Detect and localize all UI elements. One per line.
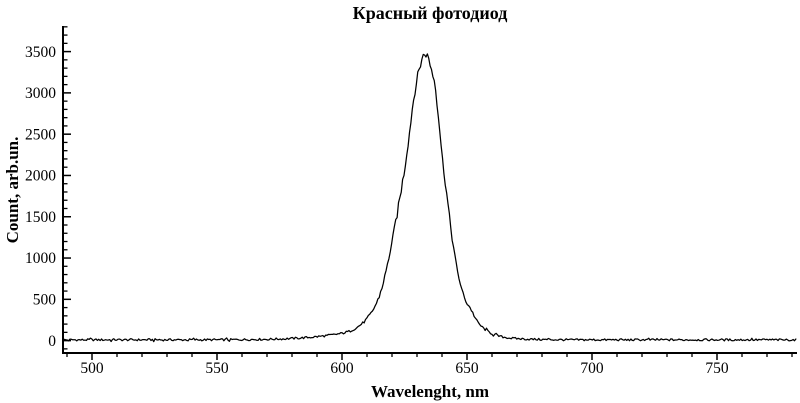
y-tick-label: 500 <box>33 292 57 309</box>
x-tick-label: 500 <box>80 360 104 377</box>
x-tick-label: 750 <box>705 360 729 377</box>
y-tick-label: 3500 <box>25 44 56 61</box>
y-tick-label: 2000 <box>25 168 56 185</box>
y-tick-label: 1500 <box>25 209 56 226</box>
y-axis-title: Count, arb.un. <box>3 136 22 244</box>
x-tick-label: 600 <box>330 360 354 377</box>
axes-frame <box>62 26 797 354</box>
x-tick-label: 650 <box>455 360 479 377</box>
y-tick-label: 0 <box>48 333 56 350</box>
x-tick-label: 550 <box>205 360 229 377</box>
y-tick-label: 2500 <box>25 126 56 143</box>
chart-title: Красный фотодиод <box>352 3 508 23</box>
y-tick-label: 3000 <box>25 85 56 102</box>
spectrum-curve <box>62 53 797 343</box>
y-tick-label: 1000 <box>25 250 56 267</box>
x-tick-label: 700 <box>580 360 604 377</box>
x-axis-title: Wavelenght, nm <box>370 382 490 401</box>
